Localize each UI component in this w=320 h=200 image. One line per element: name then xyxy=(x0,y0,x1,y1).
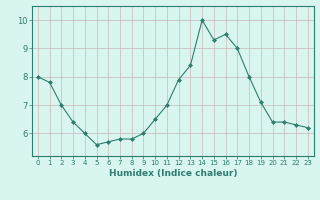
X-axis label: Humidex (Indice chaleur): Humidex (Indice chaleur) xyxy=(108,169,237,178)
